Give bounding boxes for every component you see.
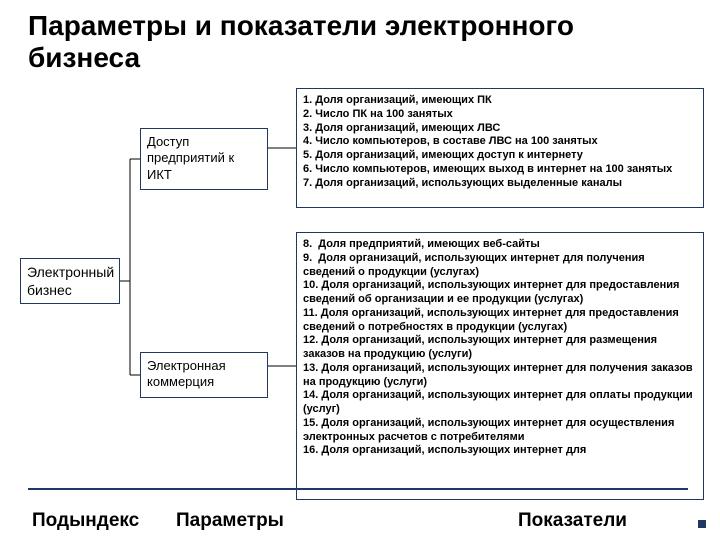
slide: Параметры и показатели электронного бизн… (0, 0, 720, 540)
footer-label-params: Параметры (176, 510, 284, 532)
node-root: Электронный бизнес (20, 258, 120, 304)
node-indicators-1: 1. Доля организаций, имеющих ПК 2. Число… (296, 88, 704, 208)
node-param-access: Доступ предприятий к ИКТ (140, 128, 268, 190)
node-indicators-2: 8. Доля предприятий, имеющих веб-сайты 9… (296, 232, 704, 500)
slide-title: Параметры и показатели электронного бизн… (28, 10, 688, 74)
footer-divider (28, 488, 688, 490)
corner-bullet-icon (698, 520, 706, 528)
footer-label-subindex: Подындекс (32, 510, 139, 532)
footer-label-indicators: Показатели (518, 510, 627, 532)
node-param-ecommerce: Электронная коммерция (140, 352, 268, 398)
